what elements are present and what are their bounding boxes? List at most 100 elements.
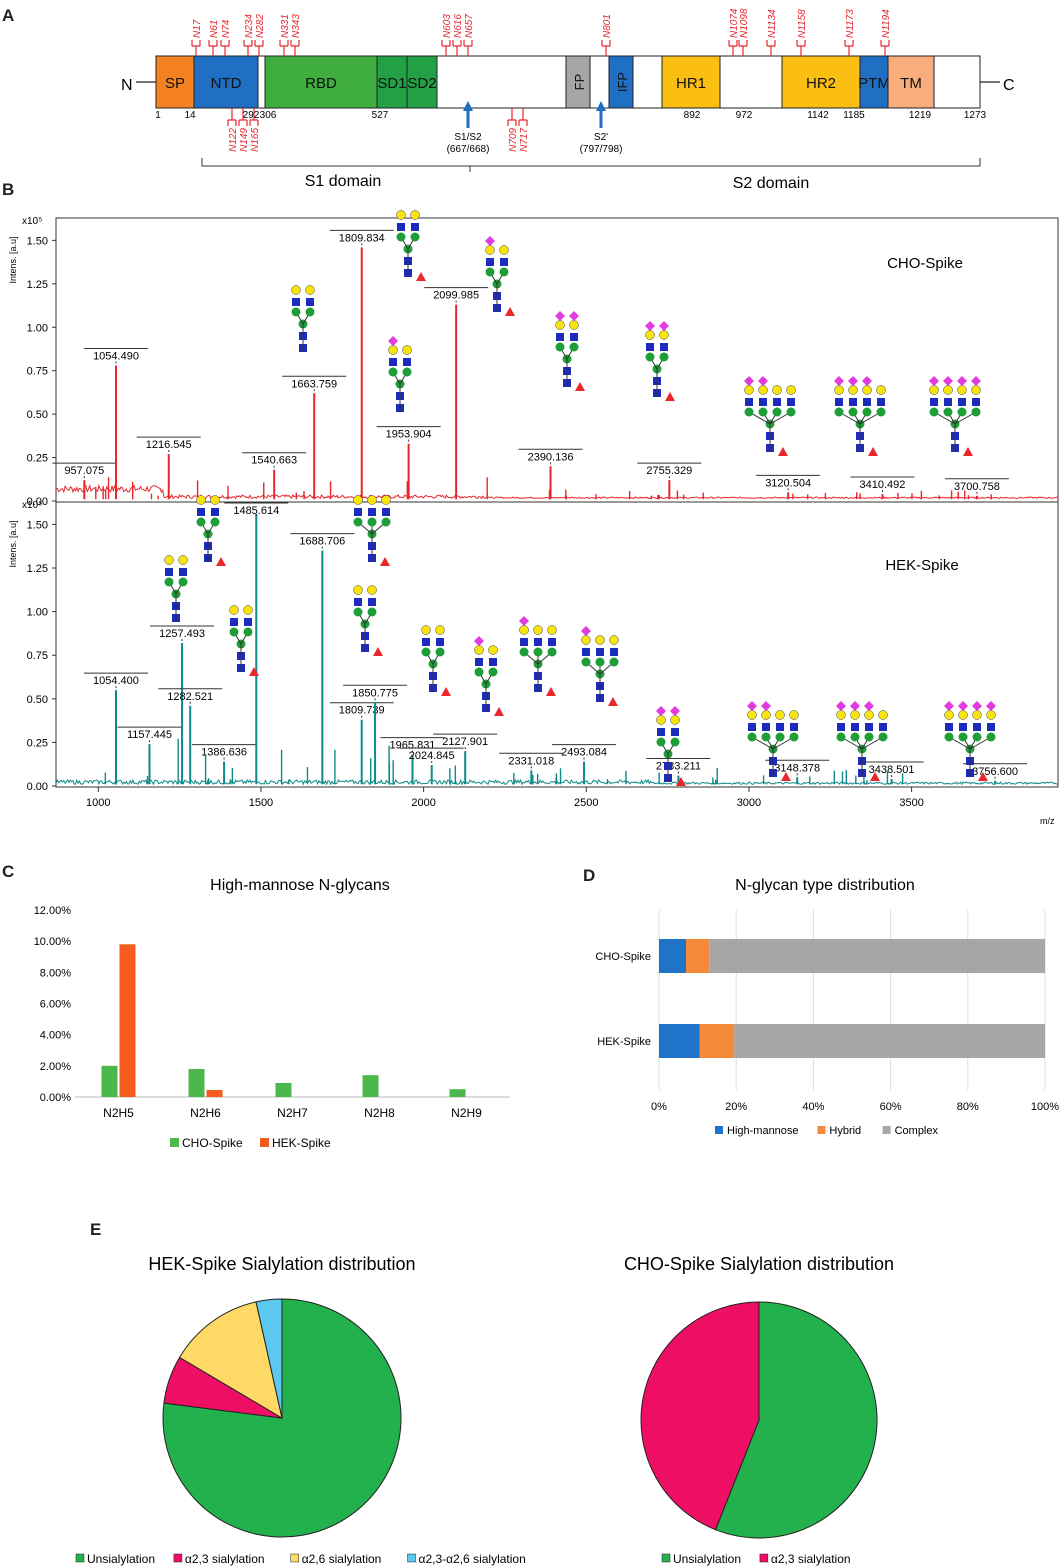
glycan-structure-icon (834, 376, 886, 456)
domain-label-sp: SP (165, 75, 185, 92)
glycan-structure-icon (519, 616, 557, 696)
domain-hr2 (781, 55, 861, 109)
glycosite-marker (227, 108, 237, 126)
legend-label: Complex (895, 1125, 939, 1137)
y-tick-label: 0.75 (27, 650, 48, 662)
y-tick-label: 1.00 (27, 607, 48, 619)
peak-mz-label: 1850.775 (352, 687, 398, 699)
bar-cho-spike (449, 1089, 466, 1097)
domain-ifp (608, 55, 634, 109)
glycosite-label: N17 (192, 19, 203, 38)
y-tick-label: 2.00% (40, 1061, 71, 1073)
peak-mz-label: 2493.084 (561, 747, 607, 759)
bar-hek-spike (119, 944, 136, 1097)
bar-cho-spike (275, 1082, 292, 1097)
peak-mz-label: 2755.329 (646, 465, 692, 477)
domain-label-ntd: NTD (211, 75, 242, 92)
domain-label-hr1: HR1 (676, 75, 706, 92)
glycosite-marker (844, 40, 854, 56)
domain-label-hr2: HR2 (806, 75, 836, 92)
domain-hr1 (661, 55, 721, 109)
glycosite-label: N149 (239, 128, 250, 152)
glycan-structure-icon (744, 376, 796, 456)
x-axis-label: m/z (1040, 816, 1055, 826)
glycosite-label: N1173 (845, 9, 856, 38)
peak-mz-label: 1282.521 (167, 691, 213, 703)
y-tick-label: 0.00 (27, 496, 48, 508)
legend-label: High-mannose (727, 1125, 799, 1137)
chart-title: HEK-Spike Sialylation distribution (148, 1254, 415, 1274)
glycosite-label: N331 (280, 14, 291, 38)
panel-letter-e: E (90, 1220, 102, 1239)
x-tick-label: 1000 (86, 797, 110, 809)
peak-mz-label: 2024.845 (409, 750, 455, 762)
glycan-structure-icon (645, 321, 675, 401)
cleavage-label: S1/S2 (454, 132, 482, 143)
glycosite-marker (191, 40, 201, 56)
glycosite-label: N122 (228, 128, 239, 152)
cleavage-arrowhead (596, 101, 606, 111)
x-tick-label: 100% (1031, 1101, 1059, 1113)
peak-mz-label: 3756.600 (972, 766, 1018, 778)
legend-swatch (759, 1553, 769, 1563)
glycan-structure-icon (474, 636, 504, 716)
legend-label: Unsialylation (673, 1552, 741, 1566)
cleavage-arrowhead (463, 101, 473, 111)
glycosite-label: N1194 (881, 9, 892, 38)
bar-cho-spike (101, 1065, 118, 1097)
x-tick-label: N2H9 (451, 1106, 482, 1120)
glycan-structure-icon (581, 626, 619, 706)
bar-cho-spike (362, 1075, 379, 1097)
glycosite-label: N234 (244, 14, 255, 38)
y-tick-label: 0.50 (27, 694, 48, 706)
y-tick-label: 0.25 (27, 737, 48, 749)
glycosite-marker (507, 108, 517, 126)
residue-position: 892 (684, 110, 701, 121)
peak-mz-label: 3700.758 (954, 481, 1000, 493)
peak-mz-label: 1216.545 (146, 439, 192, 451)
residue-position: 292 (243, 110, 260, 121)
glycosite-marker (208, 40, 218, 56)
peak-mz-label: 1965.831 (390, 740, 436, 752)
x-tick-label: 20% (725, 1101, 747, 1113)
y-tick-label: 0.50 (27, 409, 48, 421)
domain-label-rbd: RBD (305, 75, 337, 92)
domain-sp (155, 55, 195, 109)
residue-position: 1273 (964, 110, 987, 121)
x-tick-label: 1500 (249, 797, 273, 809)
domain-sd1 (376, 55, 408, 109)
x-tick-label: 3000 (737, 797, 761, 809)
s1-domain-label: S1 domain (305, 173, 382, 190)
legend-label: Unsialylation (87, 1552, 155, 1566)
glycan-structure-icon (485, 236, 515, 316)
peak-mz-label: 3410.492 (860, 479, 906, 491)
y-tick-label: 0.00 (27, 781, 48, 793)
glycosite-marker (728, 40, 738, 56)
glycosite-marker (463, 40, 473, 56)
x-tick-label: N2H8 (364, 1106, 395, 1120)
glycosite-marker (243, 40, 253, 56)
x-tick-label: 0% (651, 1101, 667, 1113)
glycosite-marker (249, 108, 259, 126)
c-terminus-label: C (1003, 77, 1015, 94)
x-tick-label: N2H5 (103, 1106, 134, 1120)
high-mannose-chart: High-mannose N-glycans 0.00% 2.00% 4.00% 6.0… (34, 877, 510, 1150)
domain-bracket (201, 158, 981, 172)
stacked-segment-complex (734, 1024, 1045, 1058)
x-tick-label: 2500 (574, 797, 598, 809)
y-tick-label: 0.00% (40, 1092, 71, 1104)
glycosite-marker (441, 40, 451, 56)
glycosite-label: N343 (291, 14, 302, 38)
domain-label-tm: TM (900, 75, 922, 92)
peak-mz-label: 1157.445 (127, 729, 172, 741)
bar-cho-spike (188, 1068, 205, 1097)
pie-slice (255, 1298, 283, 1419)
glycan-structure-icon (396, 210, 426, 281)
glycan-structure-icon (421, 625, 451, 696)
peak-mz-label: 1809.834 (339, 232, 385, 244)
domain-label-sd1: SD1 (377, 75, 406, 92)
peak-mz-label: 1257.493 (159, 628, 205, 640)
sialylation-pies: HEK-Spike Sialylation distribution Unsial… (75, 1254, 894, 1566)
glycan-structure-icon (388, 336, 412, 412)
x-tick-label: 40% (802, 1101, 824, 1113)
